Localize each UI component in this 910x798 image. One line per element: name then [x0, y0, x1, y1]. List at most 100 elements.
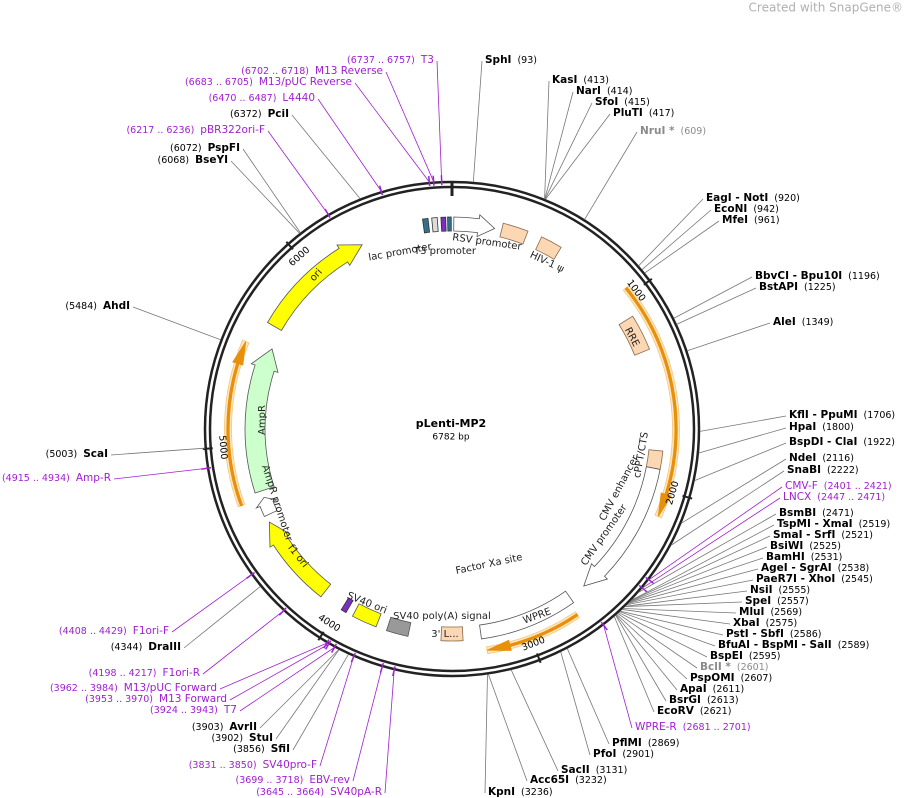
site-label: MfeI (961) [722, 214, 780, 226]
site-position: (2901) [622, 749, 654, 760]
primer-mark [324, 640, 332, 650]
feature-label: AmpR [257, 405, 268, 435]
site-position: (415) [624, 97, 650, 108]
leader-line [617, 613, 698, 669]
site-name: CMV-F [785, 480, 818, 492]
site-label: Acc65I (3232) [530, 774, 607, 786]
site-position: (6068) [158, 155, 190, 166]
site-label: (3953 .. 3970) M13 Forward [85, 693, 227, 705]
site-position: (2557) [777, 596, 809, 607]
orf-arrow [226, 341, 247, 507]
site-position: (3953 .. 3970) [85, 694, 153, 705]
site-label: (3902) StuI [211, 732, 273, 744]
leader-line [616, 614, 688, 680]
leader-line [544, 91, 574, 200]
feature-shape [351, 603, 382, 628]
leader-line [670, 470, 785, 546]
leader-line [673, 276, 753, 319]
primer-mark [330, 643, 338, 654]
site-position: (1922) [863, 437, 895, 448]
feature-shape [440, 626, 464, 642]
site-name: AvrII [229, 721, 257, 733]
site-label: AgeI - SgrAI (2538) [761, 562, 869, 574]
site-name: SV40pro-F [263, 759, 317, 771]
leader-line [113, 467, 208, 480]
site-label: BbvCI - Bpu10I (1196) [755, 270, 880, 282]
orf-arrow [486, 613, 579, 651]
site-label: (6068) BseYI [158, 154, 228, 166]
site-label: (3831 .. 3850) SV40pro-F [189, 759, 317, 771]
site-name: F1ori-F [133, 625, 169, 637]
tick-mark [317, 631, 325, 641]
site-name: TspMI - XmaI [777, 518, 853, 530]
site-name: DraIII [148, 641, 181, 653]
site-position: (2525) [809, 541, 841, 552]
feature-label: SV40 poly(A) signal [393, 611, 491, 622]
site-label: (4408 .. 4429) F1ori-F [59, 625, 169, 637]
primer-mark [278, 607, 287, 616]
leader-line [384, 670, 395, 794]
site-name: BsmBI [779, 507, 816, 519]
leader-line [613, 616, 655, 713]
site-position: (2613) [707, 695, 739, 706]
site-label: BstAPI (1225) [759, 281, 836, 293]
site-label: PspOMI (2607) [690, 672, 772, 684]
leader-line [230, 160, 300, 234]
site-name: PstI - SbfI [726, 628, 784, 640]
site-name: SacII [561, 764, 590, 776]
site-name: BseYI [195, 154, 228, 166]
site-label: (5003) ScaI [46, 448, 108, 460]
site-label: (5484) AhdI [65, 300, 130, 312]
site-name: SfoI [595, 96, 618, 108]
site-name: F1ori-R [163, 667, 200, 679]
site-label: PaeR7I - XhoI (2545) [756, 573, 873, 585]
site-label: XbaI (2575) [733, 617, 797, 629]
leader-line [648, 486, 783, 581]
site-name: T3 [420, 54, 434, 66]
leader-line [229, 643, 329, 701]
leader-line [560, 651, 591, 756]
leader-line [488, 674, 528, 782]
primer-mark [638, 584, 648, 593]
site-position: (1706) [864, 410, 896, 421]
feature-shape [422, 217, 431, 234]
site-name: SnaBI [787, 464, 821, 476]
leader-line [625, 590, 748, 607]
leader-line [132, 306, 221, 341]
site-name: MfeI [722, 214, 748, 226]
site-label: (6470 .. 6487) L4440 [209, 92, 315, 104]
site-position: (2222) [827, 465, 859, 476]
leader-line [219, 642, 327, 690]
feature-shape [440, 216, 447, 232]
orf-arrow [624, 286, 678, 517]
primer-mark [432, 175, 435, 186]
site-position: (4408 .. 4429) [59, 626, 127, 637]
site-name: BamHI [766, 551, 805, 563]
site-label: PstI - SbfI (2586) [726, 628, 822, 640]
site-name: NsiI [750, 584, 773, 596]
leader-line [630, 546, 768, 602]
site-label: PflMI (2869) [612, 737, 679, 749]
site-name: SpeI [745, 595, 771, 607]
leader-line [292, 654, 349, 751]
site-position: (609) [681, 126, 707, 137]
site-label: HpaI (1800) [789, 421, 854, 433]
site-position: (961) [754, 215, 780, 226]
site-position: (6372) [230, 109, 262, 120]
site-name: PaeR7I - XhoI [756, 573, 835, 585]
plasmid-name: pLenti-MP2 [416, 417, 486, 430]
feature-label: 3' L... [431, 629, 458, 640]
site-label: EcoRV (2621) [657, 705, 731, 717]
site-label: (3699 .. 3718) EBV-rev [236, 774, 351, 786]
tick-mark [536, 653, 542, 664]
leader-line [584, 131, 638, 220]
site-label: BfuAI - BspMI - SalI (2589) [718, 639, 869, 651]
site-position: (2569) [770, 607, 802, 618]
site-position: (2869) [648, 738, 680, 749]
site-position: (2586) [790, 629, 822, 640]
site-position: (3856) [233, 744, 265, 755]
leader-line [385, 71, 435, 182]
feature-label: Factor Xa site [455, 552, 524, 577]
site-position: (6217 .. 6236) [126, 125, 194, 136]
site-label: NdeI (2116) [789, 452, 854, 464]
